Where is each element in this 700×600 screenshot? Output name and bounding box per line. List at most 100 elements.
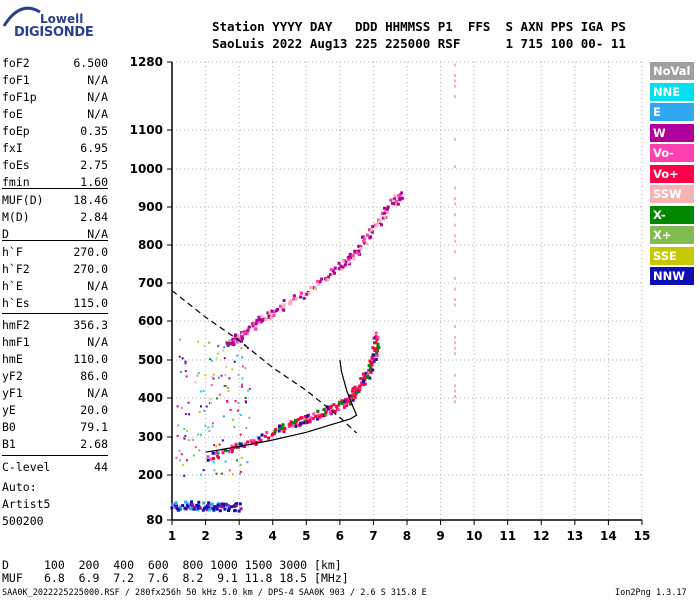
noise-point: [212, 461, 215, 463]
trace-point: [345, 404, 349, 407]
noise-point: [247, 389, 250, 392]
trace-point: [369, 365, 373, 369]
trace-point: [300, 291, 304, 295]
trace-point: [273, 310, 277, 314]
noise-point: [227, 386, 230, 389]
legend-item: NNW: [650, 267, 694, 285]
trace-point: [376, 349, 379, 353]
trace-point: [289, 420, 293, 424]
trace-point: [392, 197, 396, 201]
trace-point: [363, 241, 367, 245]
trace-point: [348, 402, 352, 406]
muf-d-label: D: [2, 558, 9, 572]
noise-point: [212, 377, 215, 380]
param-row: C-level 44: [2, 460, 108, 476]
noise-point: [211, 422, 214, 425]
trace-point: [352, 257, 356, 261]
footer-version: Ion2Png 1.3.17: [615, 588, 687, 598]
trace-point: [250, 441, 254, 445]
trace-point: [357, 390, 361, 394]
y-tick-label: 700: [138, 276, 163, 290]
trace-point: [337, 261, 341, 265]
noise-point: [211, 425, 214, 428]
x-tick-label: 15: [634, 529, 651, 543]
interference-point: [453, 303, 456, 307]
x-tick-label: 6: [336, 529, 344, 543]
auto-program: Artist5: [2, 497, 51, 511]
x-tick-label: 11: [499, 529, 516, 543]
trace-point: [342, 405, 346, 409]
trace-point: [364, 371, 368, 375]
trace-point: [379, 223, 383, 227]
noise-point: [246, 461, 249, 464]
trace-point: [254, 324, 258, 328]
trace-point: [220, 502, 224, 506]
trace-point: [372, 336, 376, 340]
trace-point: [369, 369, 373, 373]
trace-point: [375, 351, 379, 355]
noise-point: [247, 444, 250, 447]
noise-point: [184, 370, 187, 372]
legend-item: E: [650, 103, 694, 121]
trace-point: [299, 295, 303, 299]
x-tick-label: 10: [466, 529, 483, 543]
param-value: 270.0: [73, 245, 108, 259]
trace-point: [263, 434, 267, 438]
trace-point: [202, 501, 206, 505]
param-label: M(D): [2, 210, 30, 224]
trace-point: [340, 401, 344, 405]
trace-point: [393, 194, 397, 198]
trace-point: [318, 415, 322, 419]
trace-point: [329, 268, 333, 271]
y-tick-label: 900: [138, 200, 163, 214]
param-row: foF2 6.500: [2, 56, 108, 72]
trace-point: [282, 305, 286, 309]
trace-point: [392, 202, 396, 206]
noise-point: [218, 393, 221, 396]
trace-point: [375, 337, 379, 341]
trace-point: [185, 501, 189, 505]
trace-point: [367, 368, 371, 372]
interference-point: [453, 202, 456, 206]
trace-point: [212, 507, 216, 511]
noise-point: [210, 384, 213, 387]
noise-point: [198, 449, 201, 452]
trace-point: [329, 404, 333, 408]
trace-point: [223, 507, 227, 511]
noise-point: [181, 406, 183, 409]
noise-point: [203, 345, 206, 348]
x-tick-label: 1: [168, 529, 176, 543]
noise-point: [197, 340, 200, 343]
y-tick-label: 400: [138, 391, 163, 405]
trace-point: [304, 416, 308, 420]
trace-point: [302, 421, 306, 425]
noise-point: [230, 343, 233, 346]
trace-point: [246, 328, 250, 332]
noise-point: [194, 381, 197, 384]
noise-point: [245, 427, 248, 429]
trace-point: [227, 507, 231, 511]
trace-point: [356, 251, 360, 254]
trace-point: [254, 443, 258, 447]
trace-point: [266, 311, 270, 315]
param-value: 6.500: [73, 56, 108, 70]
trace-point: [213, 505, 217, 509]
param-row: B0 79.1: [2, 420, 108, 436]
muf-d-values: 100 200 400 600 800 1000 1500 3000 [km]: [44, 558, 342, 572]
param-row: B1 2.68: [2, 437, 108, 453]
noise-point: [241, 356, 244, 359]
trace-point: [337, 408, 341, 412]
trace-point: [237, 509, 241, 513]
trace-point: [303, 419, 307, 423]
noise-point: [176, 434, 179, 437]
noise-point: [207, 426, 210, 429]
digisonde-logo-icon: [2, 6, 41, 27]
noise-point: [224, 374, 227, 376]
trace-point: [274, 428, 278, 432]
noise-point: [239, 433, 242, 436]
trace-point: [282, 303, 286, 307]
param-row: hmF1 N/A: [2, 335, 108, 351]
trace-point: [270, 309, 274, 313]
noise-point: [215, 357, 218, 360]
noise-point: [179, 338, 181, 341]
